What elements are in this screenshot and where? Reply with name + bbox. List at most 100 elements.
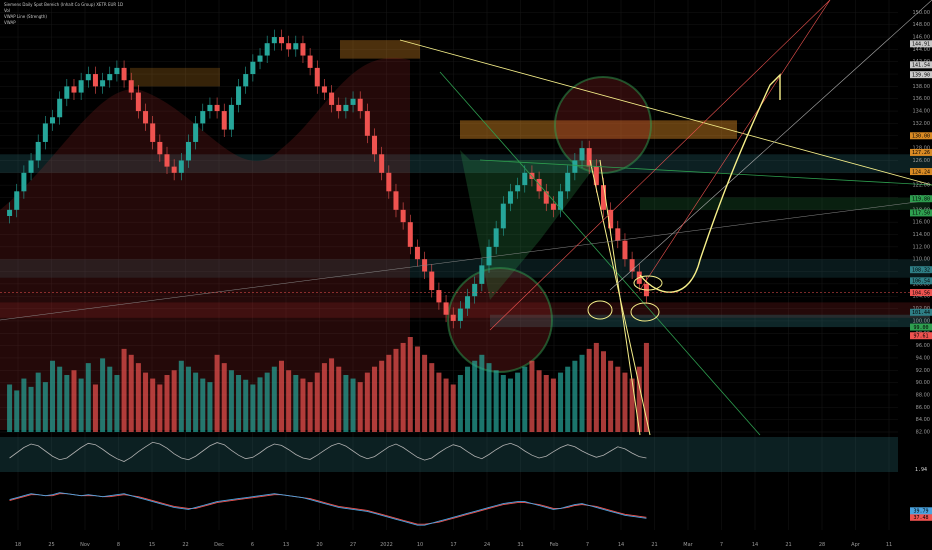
volume-bar <box>64 375 70 432</box>
candle-body <box>271 37 277 44</box>
marker-ellipse-3 <box>633 275 663 291</box>
y-tick-label: 146.00 <box>913 35 931 41</box>
candle-body <box>71 86 77 93</box>
volume-bar <box>636 366 642 432</box>
volume-bar <box>185 366 191 432</box>
candle-body <box>128 80 134 93</box>
x-tick-label: 13 <box>283 542 289 548</box>
volume-bar <box>314 372 320 432</box>
volume-bar <box>42 382 48 432</box>
candle-body <box>407 222 413 247</box>
y-tick-label: 106.00 <box>913 281 931 287</box>
symbol-title: Siemens Daily Spot Bereich (Inhalt Co Gr… <box>4 2 123 7</box>
rsi-k-tag-bg <box>910 507 932 515</box>
x-tick-label: Apr <box>851 542 861 548</box>
y-tick-label: 86.00 <box>916 405 930 411</box>
cycle-circle-high <box>554 76 652 174</box>
volume-bar <box>357 382 363 432</box>
volume-bar <box>221 363 227 432</box>
volume-bar <box>193 372 199 432</box>
y-tick-label: 96.00 <box>916 343 930 349</box>
zone-orange-left <box>130 67 220 87</box>
y-tick-label: 144.00 <box>913 47 931 53</box>
candle-body <box>64 86 70 99</box>
price-tag-label: 104.56 <box>912 290 930 296</box>
support-zone-teal <box>0 259 930 278</box>
forecast-path <box>639 73 781 293</box>
volume-bar <box>135 363 141 432</box>
candle-body <box>558 191 564 210</box>
candle-body <box>157 141 163 155</box>
volume-bar <box>143 372 149 432</box>
volume-bar <box>507 378 513 432</box>
y-tick-label: 88.00 <box>916 392 930 398</box>
candle-body <box>92 74 98 87</box>
y-tick-label: 128.00 <box>913 146 931 152</box>
volume-bar <box>243 379 249 432</box>
price-tag-bg <box>910 277 932 285</box>
candle-body <box>493 228 499 247</box>
x-tick-label: 31 <box>517 542 523 548</box>
trendline-grey-up <box>609 0 932 291</box>
y-tick-label: 136.00 <box>913 96 931 102</box>
y-tick-label: 138.00 <box>913 84 931 90</box>
candle-body <box>536 178 542 192</box>
candle-body <box>28 160 34 173</box>
volume-bar <box>257 377 263 432</box>
volume-bar <box>14 390 20 432</box>
candle-body <box>250 61 256 75</box>
volume-bar <box>78 378 84 432</box>
candle-body <box>457 308 463 321</box>
volume-bar <box>329 358 335 432</box>
price-tag-label: 141.54 <box>912 63 930 69</box>
price-tag-label: 97.61 <box>913 334 928 340</box>
rsi-main-line <box>9 492 647 526</box>
x-tick-label: 20 <box>316 542 322 548</box>
candle-body <box>379 154 385 173</box>
volume-bar <box>7 384 13 432</box>
trendline-red-long <box>489 0 831 331</box>
x-tick-label: 21 <box>651 542 657 548</box>
price-tag-bg <box>910 209 932 217</box>
y-tick-label: 116.00 <box>913 220 931 226</box>
x-tick-label: 25 <box>48 542 54 548</box>
volume-bar <box>364 372 370 432</box>
x-tick-label: 7 <box>720 542 723 548</box>
volume-bar <box>565 366 571 432</box>
candle-body <box>300 43 306 56</box>
candle-body <box>400 209 406 223</box>
price-tag-bg <box>910 71 932 79</box>
price-tag-bg <box>910 61 932 69</box>
x-tick-label: 22 <box>182 542 188 548</box>
x-tick-label: 28 <box>819 542 825 548</box>
indicator-line-1: Vol <box>4 8 10 13</box>
y-tick-label: 114.00 <box>913 232 931 238</box>
candle-body <box>450 314 456 321</box>
y-tick-label: 100.00 <box>913 318 931 324</box>
volume-bar <box>321 363 327 432</box>
volume-bar <box>543 375 549 432</box>
candle-body <box>622 240 628 260</box>
candle-body <box>178 160 184 173</box>
candle-body <box>364 111 370 136</box>
candle-body <box>465 296 471 309</box>
volume-bar <box>529 360 535 432</box>
candle-body <box>565 172 571 192</box>
candle-body <box>57 98 63 118</box>
y-tick-label: 150.00 <box>913 10 931 16</box>
candle-body <box>264 43 270 56</box>
volume-bar <box>164 375 170 432</box>
price-tag-label: 99.00 <box>913 325 928 331</box>
volume-bar <box>250 384 256 432</box>
volume-bar <box>443 378 449 432</box>
candle-body <box>78 80 84 93</box>
volume-bar <box>92 384 98 432</box>
volume-bar <box>558 372 564 432</box>
candle-body <box>372 135 378 155</box>
volume-bar <box>522 366 528 432</box>
rsi-signal-line <box>9 493 647 525</box>
volume-bar <box>479 354 485 432</box>
candle-body <box>85 74 91 81</box>
